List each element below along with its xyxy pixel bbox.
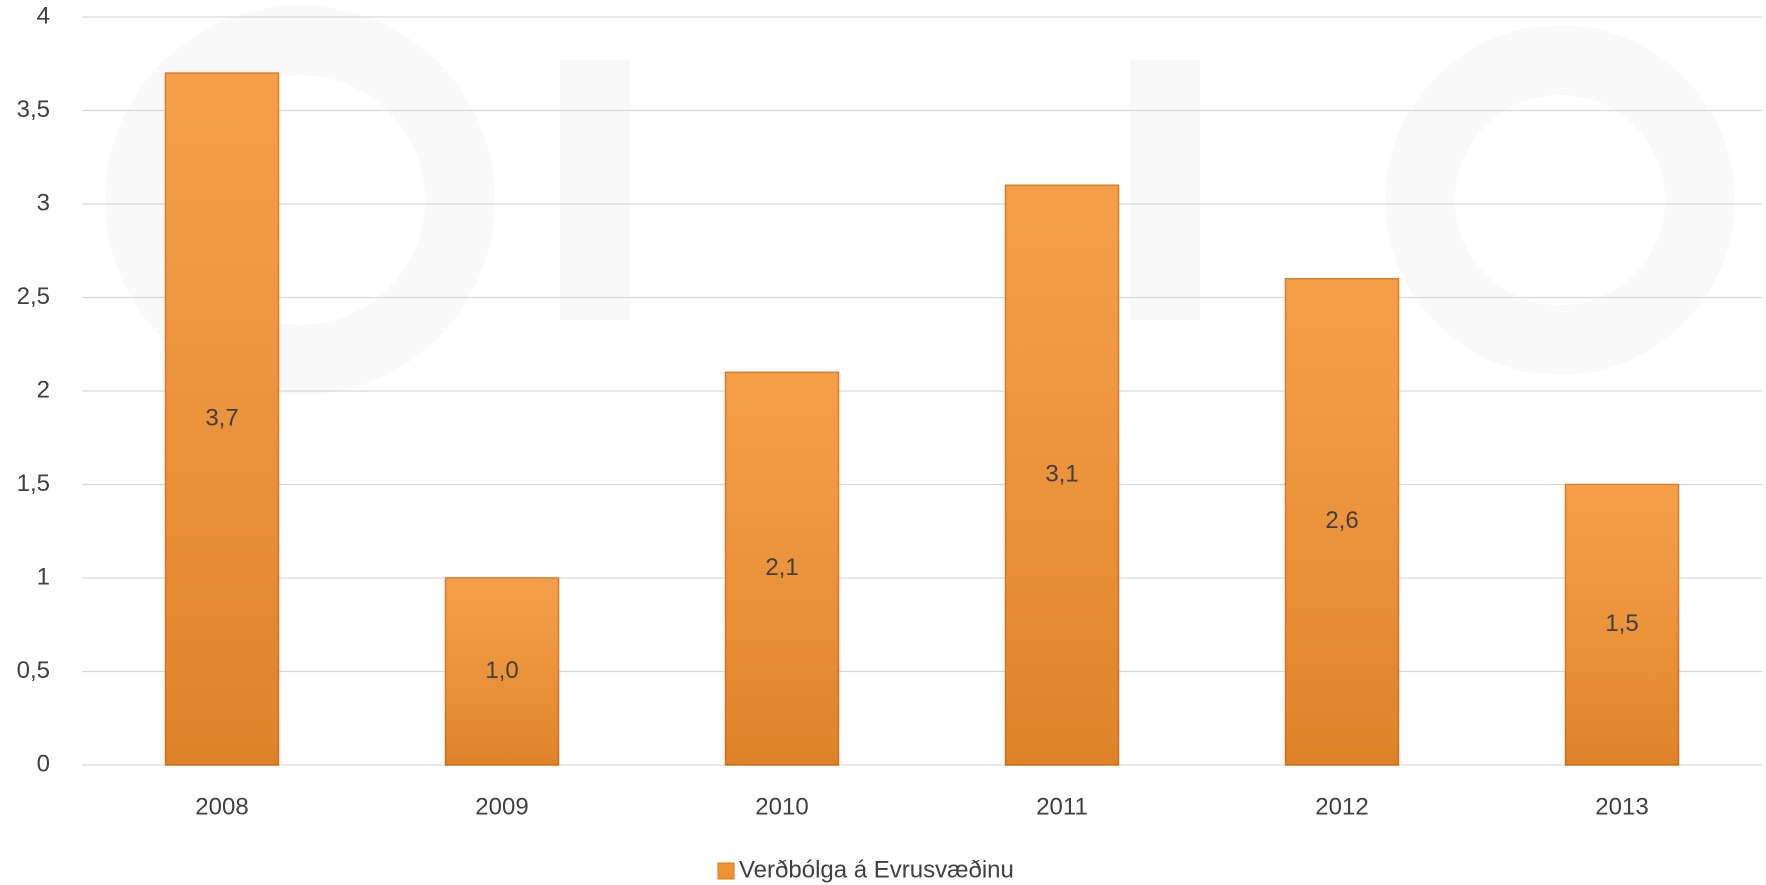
x-tick-label: 2009: [475, 793, 528, 820]
x-tick-label: 2010: [755, 793, 808, 820]
bar-shade: [165, 73, 279, 766]
x-tick-label: 2013: [1595, 793, 1648, 820]
value-label: 3,1: [1045, 460, 1078, 487]
x-tick-label: 2012: [1315, 793, 1368, 820]
bar-shade: [1285, 278, 1399, 765]
bar-shade: [1005, 185, 1119, 766]
y-tick-label: 0,5: [17, 657, 50, 684]
bar-shade: [1565, 484, 1679, 765]
value-label: 2,6: [1325, 507, 1358, 534]
y-tick-label: 0: [37, 750, 50, 777]
y-tick-label: 1: [37, 563, 50, 590]
legend-swatch: [717, 862, 735, 880]
value-label: 1,0: [485, 657, 518, 684]
y-tick-label: 3,5: [17, 96, 50, 123]
y-tick-label: 4: [37, 2, 50, 29]
y-tick-label: 1,5: [17, 470, 50, 497]
x-tick-label: 2008: [195, 793, 248, 820]
y-tick-label: 3: [37, 189, 50, 216]
value-label: 1,5: [1605, 610, 1638, 637]
x-tick-label: 2011: [1036, 793, 1088, 820]
y-tick-label: 2,5: [17, 283, 50, 310]
value-label: 3,7: [205, 404, 238, 431]
watermark: [105, 5, 1735, 395]
value-label: 2,1: [765, 554, 798, 581]
bar-shade: [445, 578, 559, 765]
bar-shade: [725, 372, 839, 765]
legend-label: Verðbólga á Evrusvæðinu: [739, 856, 1014, 883]
y-tick-label: 2: [37, 376, 50, 403]
